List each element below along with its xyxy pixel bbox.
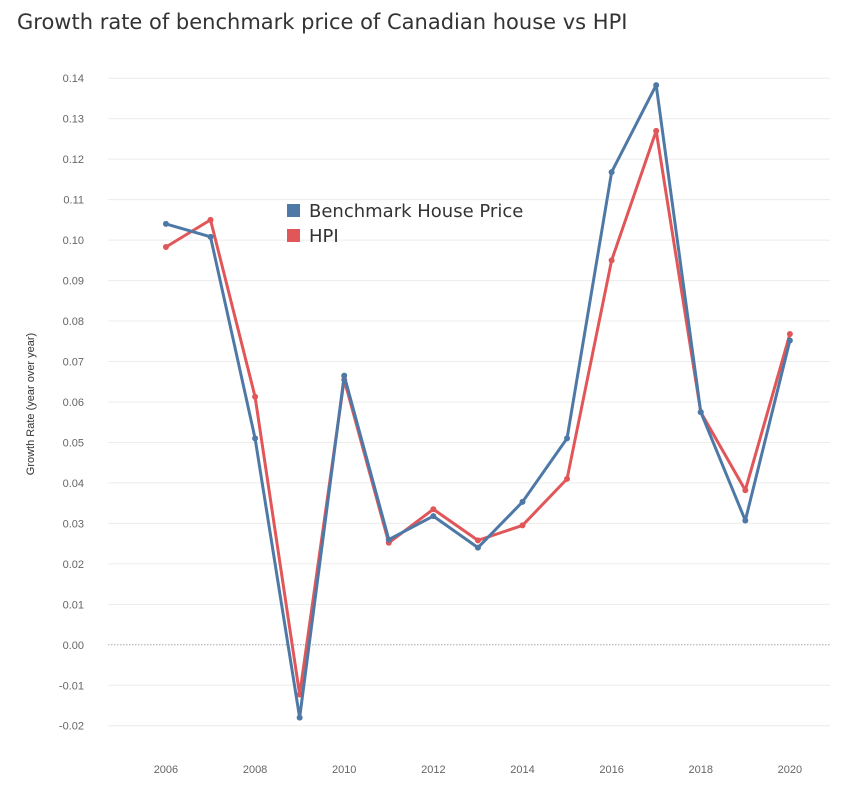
series-lines bbox=[162, 82, 793, 721]
y-tick-label: 0.00 bbox=[63, 640, 84, 652]
grid-lines bbox=[108, 77, 830, 727]
data-point-benchmark-house-price bbox=[608, 169, 615, 176]
data-point-benchmark-house-price bbox=[786, 337, 793, 344]
y-tick-label: -0.01 bbox=[59, 680, 84, 692]
x-tick-label: 2008 bbox=[243, 764, 267, 776]
x-tick-label: 2010 bbox=[332, 764, 356, 776]
data-point-benchmark-house-price bbox=[162, 220, 169, 227]
y-tick-label: 0.10 bbox=[63, 235, 84, 247]
data-point-hpi bbox=[786, 330, 793, 337]
y-tick-label: 0.06 bbox=[63, 397, 84, 409]
data-point-hpi bbox=[653, 127, 660, 134]
y-axis-ticks: -0.02 -0.01 0.00 0.01 0.02 0.03 0.04 0.05 0.06 0.… bbox=[59, 73, 84, 732]
chart-title: Growth rate of benchmark price of Canadi… bbox=[17, 10, 628, 34]
data-point-hpi bbox=[474, 537, 481, 544]
x-tick-label: 2018 bbox=[689, 764, 713, 776]
y-tick-label: 0.07 bbox=[63, 357, 84, 369]
data-point-hpi bbox=[608, 257, 615, 264]
y-tick-label: 0.11 bbox=[63, 195, 84, 207]
data-point-benchmark-house-price bbox=[697, 409, 704, 416]
data-point-benchmark-house-price bbox=[519, 498, 526, 505]
y-tick-label: 0.08 bbox=[63, 316, 84, 328]
legend-label: Benchmark House Price bbox=[309, 201, 523, 222]
y-tick-label: 0.02 bbox=[63, 559, 84, 571]
x-tick-label: 2006 bbox=[154, 764, 178, 776]
x-tick-label: 2016 bbox=[599, 764, 623, 776]
data-point-benchmark-house-price bbox=[430, 513, 437, 520]
y-tick-label: 0.14 bbox=[63, 73, 84, 85]
y-tick-label: 0.12 bbox=[63, 154, 84, 166]
data-point-benchmark-house-price bbox=[742, 517, 749, 524]
x-tick-label: 2020 bbox=[778, 764, 802, 776]
y-tick-label: 0.03 bbox=[63, 518, 84, 530]
x-tick-label: 2012 bbox=[421, 764, 445, 776]
y-tick-label: 0.09 bbox=[63, 276, 84, 288]
data-point-hpi bbox=[564, 475, 571, 482]
data-point-benchmark-house-price bbox=[474, 544, 481, 551]
x-tick-label: 2014 bbox=[510, 764, 534, 776]
series-line-benchmark-house-price bbox=[164, 83, 792, 720]
data-point-benchmark-house-price bbox=[653, 82, 660, 89]
y-tick-label: -0.02 bbox=[59, 721, 84, 733]
legend-swatch bbox=[287, 229, 300, 242]
y-tick-label: 0.01 bbox=[63, 599, 84, 611]
data-point-hpi bbox=[252, 393, 259, 400]
data-point-hpi bbox=[430, 506, 437, 513]
data-point-hpi bbox=[742, 487, 749, 494]
data-point-benchmark-house-price bbox=[564, 435, 571, 442]
data-point-hpi bbox=[162, 243, 169, 250]
data-point-hpi bbox=[207, 216, 214, 223]
data-point-benchmark-house-price bbox=[341, 372, 348, 379]
legend-swatch bbox=[287, 204, 300, 217]
y-tick-label: 0.13 bbox=[63, 114, 84, 126]
y-axis-label: Growth Rate (year over year) bbox=[25, 333, 37, 475]
y-tick-label: 0.05 bbox=[63, 437, 84, 449]
data-point-benchmark-house-price bbox=[207, 233, 214, 240]
y-tick-label: 0.04 bbox=[63, 478, 84, 490]
data-point-benchmark-house-price bbox=[296, 714, 303, 721]
legend: Benchmark House Price HPI bbox=[287, 201, 523, 247]
legend-label: HPI bbox=[309, 226, 339, 247]
data-point-hpi bbox=[519, 522, 526, 529]
data-point-benchmark-house-price bbox=[385, 536, 392, 543]
data-point-benchmark-house-price bbox=[252, 435, 259, 442]
x-axis-ticks: 2006 2008 2010 2012 2014 2016 2018 2020 bbox=[154, 764, 802, 776]
